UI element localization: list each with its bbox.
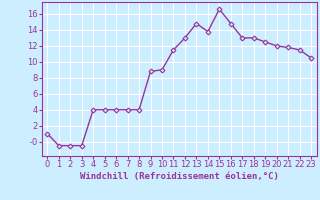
- X-axis label: Windchill (Refroidissement éolien,°C): Windchill (Refroidissement éolien,°C): [80, 172, 279, 181]
